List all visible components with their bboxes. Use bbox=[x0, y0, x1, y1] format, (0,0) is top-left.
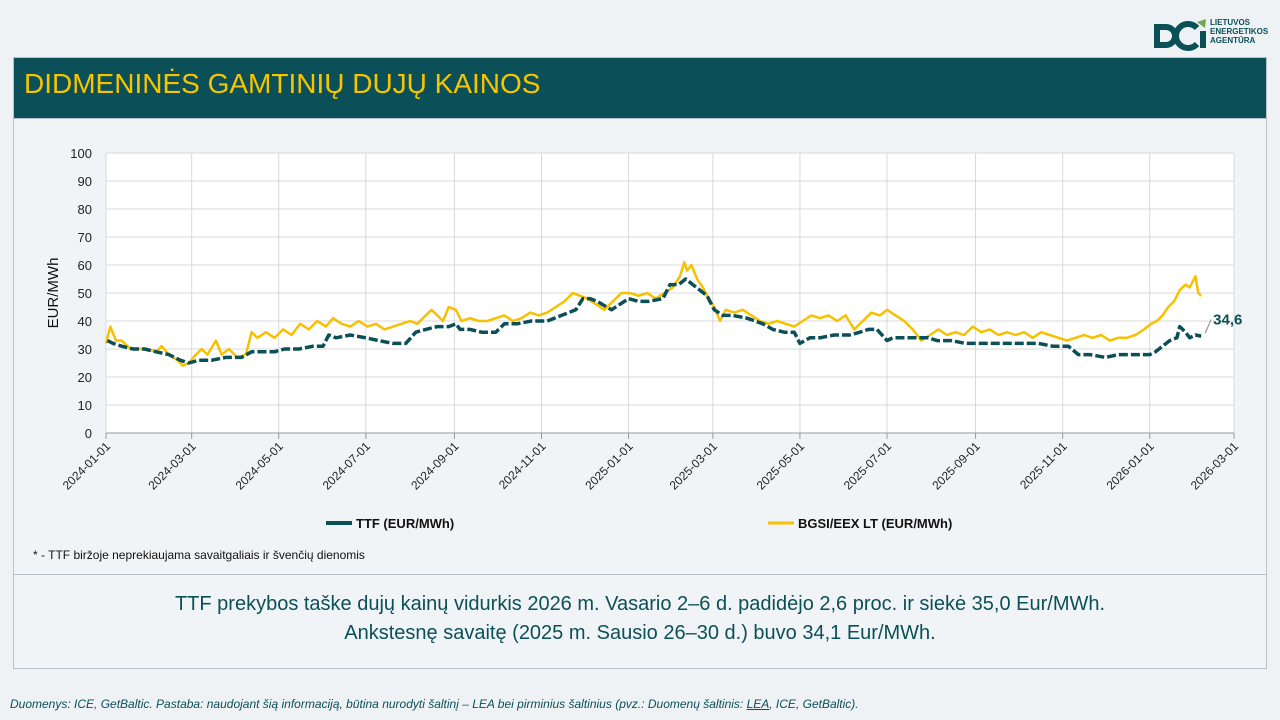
x-tick-label: 2026-03-01 bbox=[1188, 439, 1242, 493]
legend-ttf-label: TTF (EUR/MWh) bbox=[356, 516, 454, 531]
x-tick-label: 2025-09-01 bbox=[929, 439, 983, 493]
x-tick-label: 2024-01-01 bbox=[60, 439, 114, 493]
source-note: Duomenys: ICE, GetBaltic. Pastaba: naudo… bbox=[10, 697, 859, 711]
x-tick-label: 2024-03-01 bbox=[145, 439, 199, 493]
summary-line-1: TTF prekybos taške dujų kainų vidurkis 2… bbox=[174, 593, 1106, 615]
x-tick-label: 2024-07-01 bbox=[320, 439, 374, 493]
x-tick-label: 2024-09-01 bbox=[408, 439, 462, 493]
legend-bgsi-label: BGSI/EEX LT (EUR/MWh) bbox=[798, 516, 952, 531]
logo-line-3: AGENTŪRA bbox=[1210, 36, 1256, 45]
y-tick-label: 10 bbox=[78, 398, 92, 413]
x-tick-label: 2026-01-01 bbox=[1104, 439, 1158, 493]
ttf-series-line bbox=[106, 277, 1202, 365]
y-tick-label: 40 bbox=[78, 314, 92, 329]
x-tick-label: 2025-11-01 bbox=[1017, 439, 1070, 492]
x-tick-label: 2025-03-01 bbox=[667, 439, 721, 493]
x-tick-label: 2025-07-01 bbox=[841, 439, 895, 493]
y-tick-label: 100 bbox=[70, 146, 92, 161]
y-tick-label: 90 bbox=[78, 174, 92, 189]
title-bar: DIDMENINĖS GAMTINIŲ DUJŲ KAINOS bbox=[13, 57, 1267, 119]
logo-line-1: LIETUVOS bbox=[1210, 18, 1251, 27]
footnote: * - TTF biržoje neprekiaujama savaitgali… bbox=[33, 548, 365, 562]
last-value-leader bbox=[1204, 319, 1212, 334]
y-tick-label: 0 bbox=[85, 426, 92, 441]
source-suffix: , ICE, GetBaltic). bbox=[769, 697, 859, 711]
y-tick-label: 50 bbox=[78, 286, 92, 301]
y-tick-label: 80 bbox=[78, 202, 92, 217]
lea-link[interactable]: LEA bbox=[746, 697, 770, 711]
y-tick-label: 20 bbox=[78, 370, 92, 385]
x-tick-label: 2025-05-01 bbox=[754, 439, 808, 493]
last-value-label: 34,6 bbox=[1213, 312, 1242, 329]
price-chart: 0 10 20 30 40 50 60 70 80 90 100 2024-01-01 2024-03-… bbox=[45, 146, 1242, 531]
summary-line-2: Ankstesnę savaitę (2025 m. Sausio 26–30 … bbox=[344, 622, 936, 644]
summary-divider bbox=[13, 574, 1267, 575]
x-tick-label: 2024-05-01 bbox=[233, 439, 287, 493]
lea-logo-icon bbox=[1154, 19, 1206, 51]
bgsi-series-line bbox=[104, 260, 1203, 368]
summary-text: TTF prekybos taške dujų kainų vidurkis 2… bbox=[13, 590, 1267, 648]
logo-text: LIETUVOS ENERGETIKOS AGENTŪRA bbox=[1210, 18, 1275, 45]
page-title: DIDMENINĖS GAMTINIŲ DUJŲ KAINOS bbox=[24, 68, 541, 99]
source-prefix: Duomenys: ICE, GetBaltic. Pastaba: naudo… bbox=[10, 697, 747, 711]
y-tick-label: 30 bbox=[78, 342, 92, 357]
y-tick-label: 70 bbox=[78, 230, 92, 245]
x-tick-label: 2024-11-01 bbox=[496, 439, 549, 492]
y-tick-label: 60 bbox=[78, 258, 92, 273]
logo-line-2: ENERGETIKOS bbox=[1210, 27, 1269, 36]
y-axis-label: EUR/MWh bbox=[45, 258, 62, 329]
x-tick-label: 2025-01-01 bbox=[582, 439, 636, 493]
